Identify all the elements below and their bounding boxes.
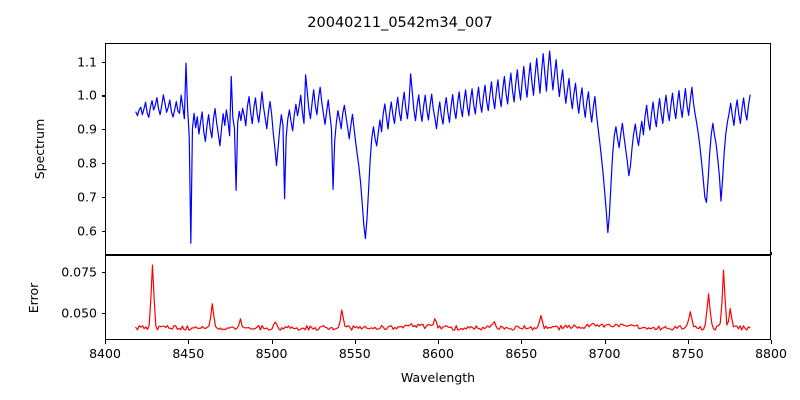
x-tick-mark (687, 340, 689, 344)
error-line (135, 264, 751, 331)
x-tick-mark (271, 340, 273, 344)
spectrum-trace-svg (135, 50, 751, 244)
y-tick-mark (101, 313, 105, 315)
y-tick-label: 0.075 (61, 264, 97, 280)
y-tick-mark (101, 95, 105, 97)
chart-title: 20040211_0542m34_007 (307, 15, 493, 31)
x-tick-mark (438, 340, 440, 344)
y-tick-label: 0.7 (77, 189, 97, 205)
x-tick-label: 8400 (89, 346, 121, 361)
y-tick-mark (101, 61, 105, 63)
y-tick-label: 0.8 (77, 155, 97, 171)
x-axis-label: Wavelength (400, 370, 476, 385)
y-tick-label: 0.9 (77, 121, 97, 137)
y-axis-label-spectrum: Spectrum (32, 118, 47, 180)
x-tick-mark (105, 340, 107, 344)
y-tick-label: 0.6 (77, 223, 97, 239)
x-tick-label: 8550 (338, 346, 371, 361)
x-tick-mark (604, 340, 606, 344)
y-tick-mark (101, 163, 105, 165)
x-tick-label: 8650 (505, 346, 538, 361)
y-tick-mark (101, 196, 105, 198)
y-tick-label: 1.0 (77, 87, 97, 103)
x-tick-mark (521, 340, 523, 344)
y-axis-label-error: Error (26, 282, 41, 314)
x-tick-label: 8700 (588, 346, 621, 361)
y-tick-label: 1.1 (77, 54, 97, 70)
x-tick-label: 8450 (172, 346, 205, 361)
y-tick-label: 0.050 (61, 305, 97, 321)
x-tick-mark-upper (771, 251, 773, 255)
x-tick-label: 8600 (422, 346, 454, 361)
x-tick-label: 8750 (671, 346, 704, 361)
x-tick-mark (354, 340, 356, 344)
error-trace-svg (135, 264, 751, 331)
y-tick-mark (101, 272, 105, 274)
error-plot-panel (105, 255, 771, 340)
x-tick-mark (771, 340, 773, 344)
y-tick-mark (101, 230, 105, 232)
y-tick-labels-spectrum: 0.6 0.7 0.8 0.9 1.0 1.1 (52, 43, 97, 255)
x-tick-label: 8800 (755, 346, 787, 361)
spectrum-plot-panel (105, 43, 771, 255)
x-tick-label: 8500 (255, 346, 288, 361)
x-tick-mark (188, 340, 190, 344)
spectrum-line (135, 50, 751, 244)
y-tick-labels-error: 0.050 0.075 (52, 255, 97, 340)
y-tick-mark (101, 129, 105, 131)
